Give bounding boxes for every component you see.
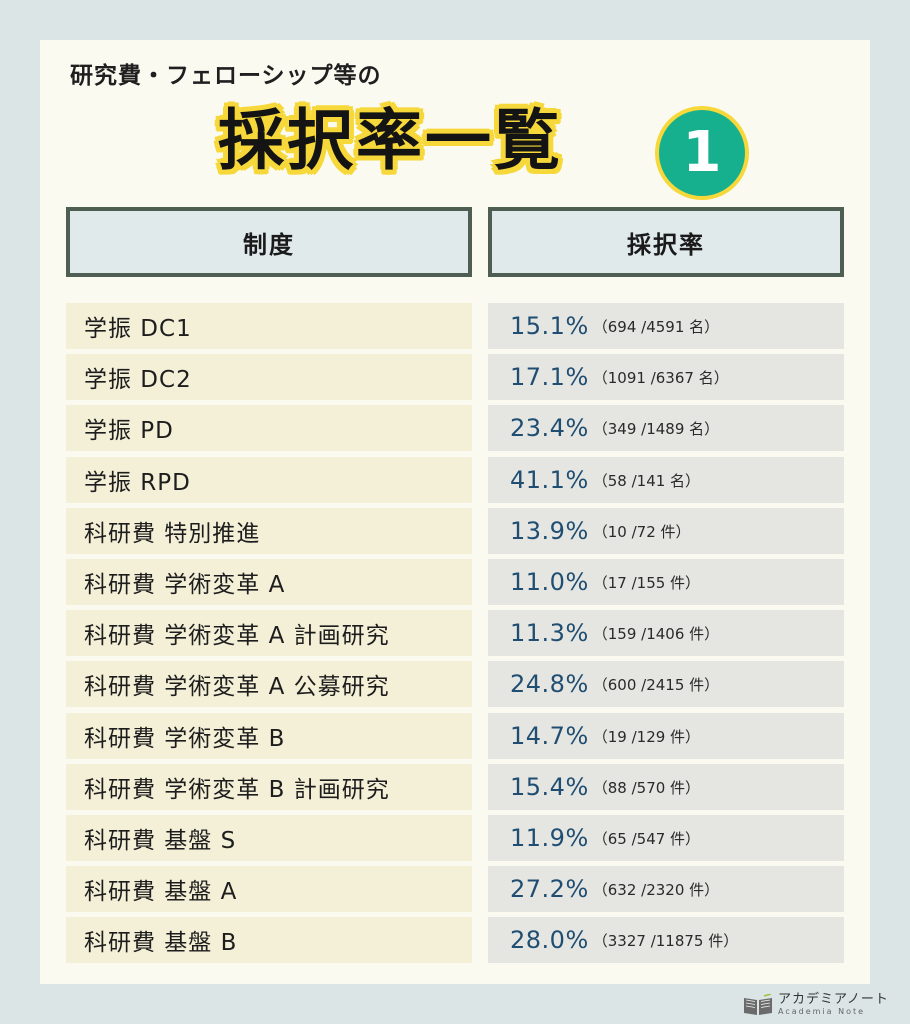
rate-cell: 15.4% （88 /570 件） [488, 764, 844, 810]
rate-cell: 15.1% （694 /4591 名） [488, 303, 844, 349]
table-row: 科研費 学術変革 B 計画研究 15.4% （88 /570 件） [0, 764, 910, 810]
acceptance-count: （65 /547 件） [592, 829, 701, 848]
rate-cell: 23.4% （349 /1489 名） [488, 405, 844, 451]
rate-cell: 11.3% （159 /1406 件） [488, 610, 844, 656]
table-row: 学振 DC2 17.1% （1091 /6367 名） [0, 354, 910, 400]
book-icon [742, 993, 774, 1016]
table-row: 科研費 基盤 A 27.2% （632 /2320 件） [0, 866, 910, 912]
logo-text-jp: アカデミアノート [778, 992, 889, 1007]
system-name-cell: 科研費 基盤 B [66, 917, 472, 963]
system-name-cell: 科研費 基盤 A [66, 866, 472, 912]
acceptance-count: （1091 /6367 名） [592, 368, 729, 387]
table-row: 学振 RPD 41.1% （58 /141 名） [0, 457, 910, 503]
system-name-cell: 科研費 学術変革 A [66, 559, 472, 605]
rate-cell: 14.7% （19 /129 件） [488, 713, 844, 759]
table-row: 科研費 学術変革 A 11.0% （17 /155 件） [0, 559, 910, 605]
system-name-cell: 学振 PD [66, 405, 472, 451]
table-row: 学振 PD 23.4% （349 /1489 名） [0, 405, 910, 451]
acceptance-rate: 17.1% [510, 363, 589, 391]
logo-text-en: Academia Note [778, 1007, 866, 1017]
table-row: 科研費 学術変革 B 14.7% （19 /129 件） [0, 713, 910, 759]
acceptance-rate: 23.4% [510, 414, 589, 442]
acceptance-count: （632 /2320 件） [592, 880, 720, 899]
acceptance-count: （694 /4591 名） [592, 317, 720, 336]
acceptance-count: （88 /570 件） [592, 778, 701, 797]
system-name-cell: 科研費 特別推進 [66, 508, 472, 554]
system-name-cell: 科研費 基盤 S [66, 815, 472, 861]
system-name-cell: 学振 RPD [66, 457, 472, 503]
system-name-cell: 科研費 学術変革 A 計画研究 [66, 610, 472, 656]
acceptance-count: （600 /2415 件） [592, 675, 720, 694]
rate-cell: 24.8% （600 /2415 件） [488, 661, 844, 707]
acceptance-count: （17 /155 件） [592, 573, 701, 592]
acceptance-count: （349 /1489 名） [592, 419, 720, 438]
table-row: 科研費 学術変革 A 計画研究 11.3% （159 /1406 件） [0, 610, 910, 656]
acceptance-rate: 41.1% [510, 466, 589, 494]
rate-cell: 11.0% （17 /155 件） [488, 559, 844, 605]
system-name-cell: 科研費 学術変革 B [66, 713, 472, 759]
table-row: 科研費 基盤 B 28.0% （3327 /11875 件） [0, 917, 910, 963]
rate-cell: 27.2% （632 /2320 件） [488, 866, 844, 912]
brand-logo: アカデミアノート Academia Note [742, 992, 889, 1017]
acceptance-count: （159 /1406 件） [592, 624, 720, 643]
acceptance-rate: 28.0% [510, 926, 589, 954]
rate-cell: 13.9% （10 /72 件） [488, 508, 844, 554]
acceptance-rate: 13.9% [510, 517, 589, 545]
acceptance-count: （19 /129 件） [592, 727, 701, 746]
table-row: 科研費 基盤 S 11.9% （65 /547 件） [0, 815, 910, 861]
acceptance-count: （10 /72 件） [592, 522, 691, 541]
acceptance-count: （3327 /11875 件） [592, 931, 739, 950]
table-row: 科研費 特別推進 13.9% （10 /72 件） [0, 508, 910, 554]
system-name-cell: 学振 DC1 [66, 303, 472, 349]
column-header-system: 制度 [66, 207, 472, 277]
system-name-cell: 科研費 学術変革 A 公募研究 [66, 661, 472, 707]
system-name-cell: 科研費 学術変革 B 計画研究 [66, 764, 472, 810]
acceptance-count: （58 /141 名） [592, 471, 701, 490]
acceptance-rate: 15.1% [510, 312, 589, 340]
acceptance-rate: 11.3% [510, 619, 589, 647]
system-name-cell: 学振 DC2 [66, 354, 472, 400]
acceptance-rate: 11.0% [510, 568, 589, 596]
acceptance-rate: 24.8% [510, 670, 589, 698]
acceptance-rate: 27.2% [510, 875, 589, 903]
number-badge: 1 [655, 106, 749, 200]
page-title: 採択率一覧 [218, 102, 563, 179]
table-row: 学振 DC1 15.1% （694 /4591 名） [0, 303, 910, 349]
page-subtitle: 研究費・フェローシップ等の [70, 63, 382, 89]
rate-cell: 11.9% （65 /547 件） [488, 815, 844, 861]
acceptance-rate: 11.9% [510, 824, 589, 852]
acceptance-rate: 15.4% [510, 773, 589, 801]
acceptance-rate: 14.7% [510, 722, 589, 750]
rate-cell: 41.1% （58 /141 名） [488, 457, 844, 503]
table-row: 科研費 学術変革 A 公募研究 24.8% （600 /2415 件） [0, 661, 910, 707]
column-header-rate: 採択率 [488, 207, 844, 277]
rate-cell: 28.0% （3327 /11875 件） [488, 917, 844, 963]
rate-cell: 17.1% （1091 /6367 名） [488, 354, 844, 400]
